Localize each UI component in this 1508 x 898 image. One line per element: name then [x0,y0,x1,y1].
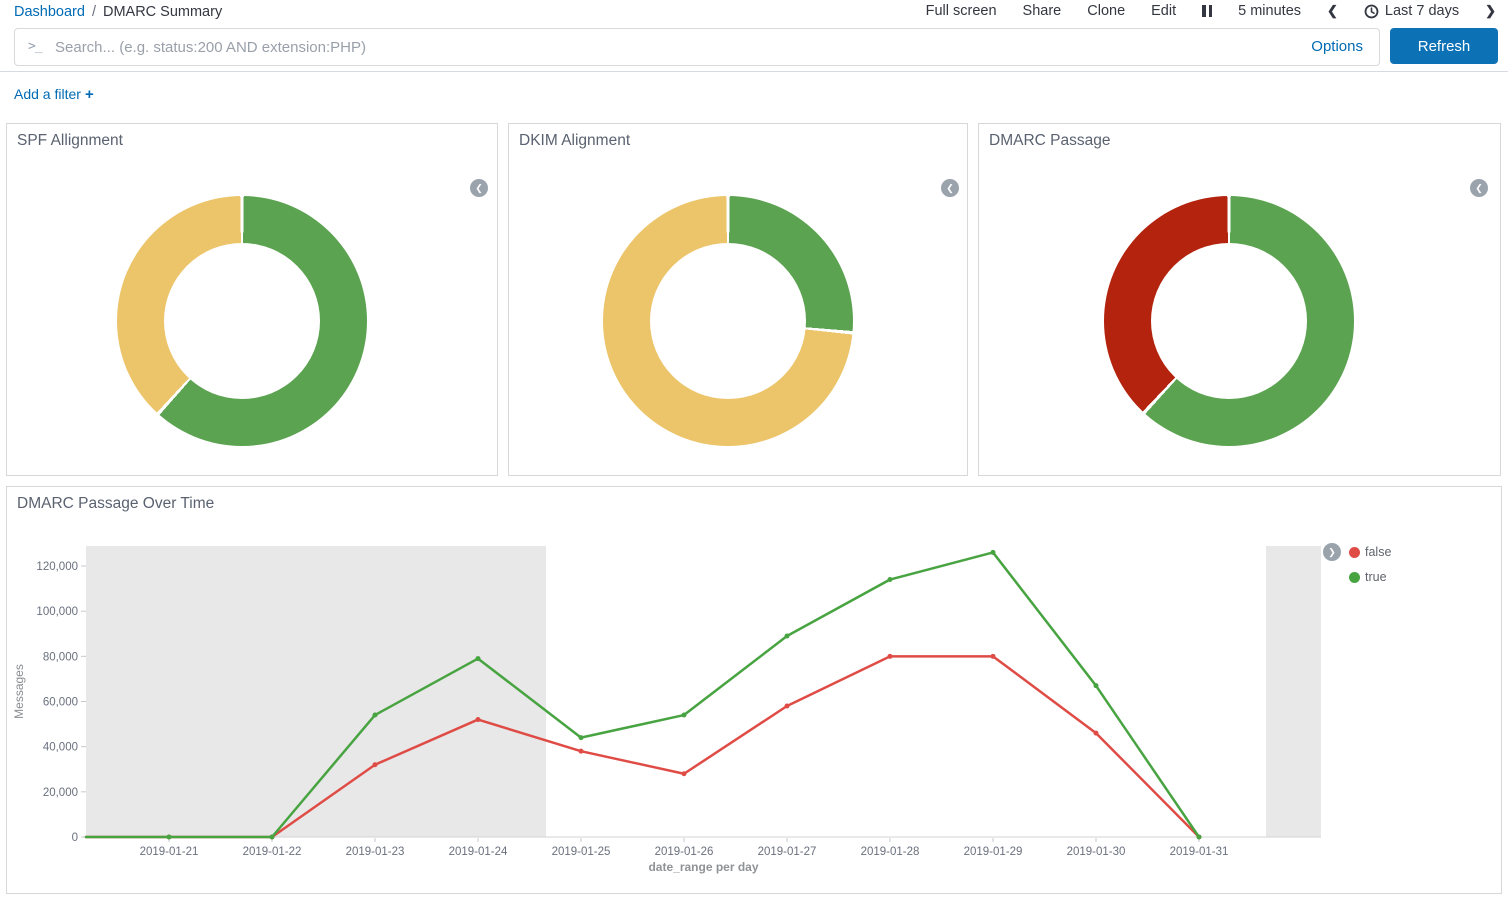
panel-spf-alignment: SPF Allignment ❮ [6,123,498,476]
legend-dot-true [1349,571,1360,583]
query-divider [0,71,1508,72]
donut-hole [650,243,806,399]
search-box: >_ Options [14,28,1380,66]
donut-hole [164,243,320,399]
collapse-chevron-icon[interactable]: ❮ [1470,179,1488,197]
time-series-chart[interactable]: 0 20,000 40,000 60,000 80,000 100,000 120,000 2… [7,487,1501,891]
svg-text:2019-01-31: 2019-01-31 [1170,846,1229,858]
collapse-chevron-icon[interactable]: ❮ [470,179,488,197]
chart-legend: ❯ false true [1323,543,1391,584]
svg-text:2019-01-22: 2019-01-22 [243,846,302,858]
svg-text:2019-01-26: 2019-01-26 [655,846,714,858]
panel-dmarc-passage: DMARC Passage ❮ [978,123,1501,476]
svg-text:2019-01-21: 2019-01-21 [140,846,199,858]
svg-text:2019-01-23: 2019-01-23 [346,846,405,858]
refresh-interval-button[interactable]: 5 minutes [1238,3,1302,19]
panel-dkim-alignment: DKIM Alignment ❮ [508,123,968,476]
top-nav: Full screen Share Clone Edit 5 minutes ❮… [926,3,1496,19]
svg-text:2019-01-30: 2019-01-30 [1067,846,1126,858]
breadcrumb-separator: / [91,4,96,20]
clock-icon [1364,4,1379,19]
edit-button[interactable]: Edit [1151,3,1177,19]
query-prompt-icon: >_ [28,39,43,54]
full-screen-button[interactable]: Full screen [925,3,997,19]
svg-text:120,000: 120,000 [36,561,78,573]
pause-icon[interactable] [1202,5,1213,17]
svg-text:2019-01-27: 2019-01-27 [758,846,817,858]
breadcrumb: Dashboard / DMARC Summary [14,4,222,20]
panel-title: DMARC Passage Over Time [17,495,215,512]
options-link[interactable]: Options [1311,38,1363,55]
svg-text:2019-01-28: 2019-01-28 [861,846,920,858]
share-button[interactable]: Share [1022,3,1062,19]
legend-toggle-chevron-icon[interactable]: ❯ [1323,543,1341,561]
svg-text:Messages: Messages [12,664,26,719]
legend-label: false [1365,545,1392,559]
svg-text:date_range per day: date_range per day [648,860,758,874]
dmarc-donut-chart[interactable] [1104,196,1354,446]
legend-item-true[interactable]: true [1349,570,1387,584]
svg-text:60,000: 60,000 [43,696,78,708]
panel-title: SPF Allignment [17,132,123,149]
panel-title: DKIM Alignment [519,132,631,149]
dkim-donut-chart[interactable] [603,196,853,446]
plus-icon[interactable]: + [84,86,94,103]
breadcrumb-dashboard-link[interactable]: Dashboard [14,4,85,20]
legend-item-false[interactable]: false [1349,545,1391,559]
collapse-chevron-icon[interactable]: ❮ [941,179,959,197]
page-title: DMARC Summary [102,4,223,20]
svg-text:100,000: 100,000 [36,606,78,618]
legend-dot-false [1349,546,1360,558]
svg-text:0: 0 [72,832,78,844]
time-back-chevron-icon[interactable]: ❮ [1327,3,1338,18]
clone-button[interactable]: Clone [1087,3,1126,19]
top-bar: Dashboard / DMARC Summary Full screen Shar… [0,0,1508,26]
svg-text:80,000: 80,000 [43,651,78,663]
svg-text:2019-01-29: 2019-01-29 [964,846,1023,858]
svg-text:40,000: 40,000 [43,742,78,754]
refresh-button[interactable]: Refresh [1390,28,1498,64]
spf-donut-chart[interactable] [117,196,367,446]
add-filter-link[interactable]: Add a filter [14,86,81,102]
svg-text:2019-01-24: 2019-01-24 [449,846,508,858]
panel-title: DMARC Passage [989,132,1111,149]
panel-dmarc-passage-over-time: 0 20,000 40,000 60,000 80,000 100,000 120,000 2… [6,486,1502,894]
time-range-picker[interactable]: Last 7 days [1364,3,1459,19]
time-forward-chevron-icon[interactable]: ❯ [1485,3,1496,18]
svg-text:20,000: 20,000 [43,787,78,799]
time-range-label: Last 7 days [1384,3,1460,19]
legend-label: true [1365,570,1387,584]
search-input[interactable] [53,30,1293,64]
svg-text:2019-01-25: 2019-01-25 [552,846,611,858]
donut-hole [1151,243,1307,399]
filter-bar: Add a filter + [14,86,94,103]
